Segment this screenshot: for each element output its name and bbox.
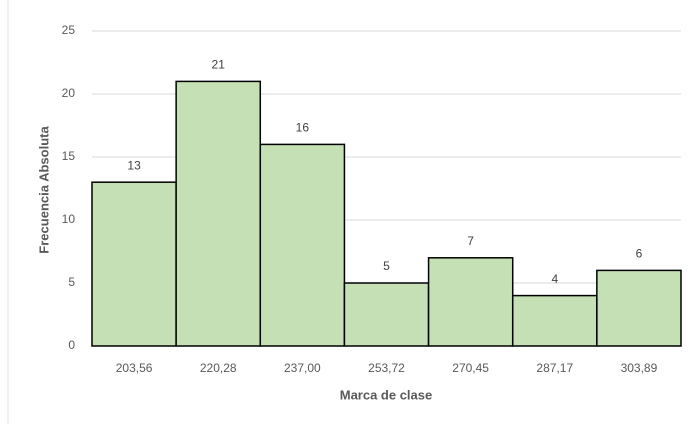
x-tick-label: 253,72 [368,361,405,375]
value-label: 6 [636,247,643,261]
y-tick-label: 20 [62,86,76,100]
value-label: 21 [212,58,226,72]
x-axis-title: Marca de clase [340,387,433,402]
y-tick-label: 15 [62,149,76,163]
x-tick-label: 287,17 [536,361,573,375]
x-tick-label: 237,00 [284,361,321,375]
bar [511,294,598,347]
value-label: 16 [296,121,310,135]
y-tick-label: 25 [62,23,76,37]
bar [91,181,177,347]
bar [427,257,514,347]
x-tick-label: 203,56 [116,361,153,375]
bar [175,80,262,347]
bar [259,143,346,347]
value-label: 4 [551,272,558,286]
y-tick-label: 0 [68,338,75,352]
x-tick-label: 220,28 [200,361,237,375]
value-label: 5 [383,259,390,273]
value-label: 13 [127,158,141,172]
y-tick-label: 10 [62,212,76,226]
bar [596,269,682,347]
value-label: 7 [467,234,474,248]
y-axis-title: Frecuencia Absoluta [36,126,51,254]
y-tick-label: 5 [68,275,75,289]
bar [343,282,430,347]
x-tick-label: 303,89 [621,361,658,375]
x-tick-label: 270,45 [452,361,489,375]
